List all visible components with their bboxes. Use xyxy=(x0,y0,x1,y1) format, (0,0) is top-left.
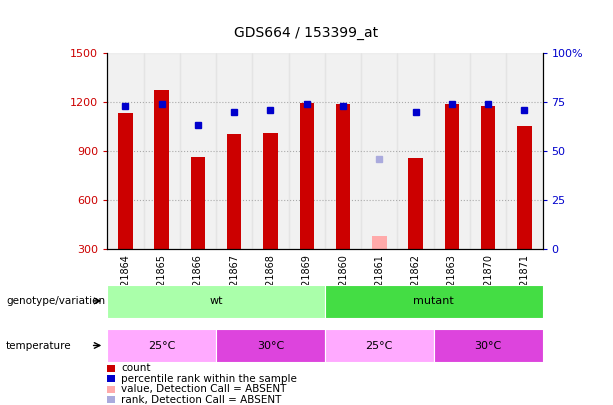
Bar xyxy=(180,53,216,249)
Bar xyxy=(336,104,350,249)
Bar xyxy=(118,113,132,249)
Text: GDS664 / 153399_at: GDS664 / 153399_at xyxy=(234,26,379,40)
Text: temperature: temperature xyxy=(6,341,72,351)
Bar xyxy=(434,53,470,249)
Text: mutant: mutant xyxy=(413,296,454,306)
Bar xyxy=(253,53,289,249)
Bar xyxy=(372,236,387,249)
Bar xyxy=(300,102,314,249)
Text: 30°C: 30°C xyxy=(257,341,284,351)
Text: percentile rank within the sample: percentile rank within the sample xyxy=(121,374,297,384)
Bar xyxy=(470,53,506,249)
Bar xyxy=(408,158,423,249)
Text: genotype/variation: genotype/variation xyxy=(6,296,105,306)
Bar xyxy=(216,53,253,249)
Bar xyxy=(263,133,278,249)
Bar xyxy=(361,53,397,249)
Text: value, Detection Call = ABSENT: value, Detection Call = ABSENT xyxy=(121,384,287,394)
Bar xyxy=(397,53,433,249)
Text: wt: wt xyxy=(209,296,223,306)
Text: 30°C: 30°C xyxy=(474,341,501,351)
Bar xyxy=(154,90,169,249)
Bar xyxy=(191,157,205,249)
Bar xyxy=(227,134,242,249)
Bar xyxy=(517,126,531,249)
Bar xyxy=(481,106,495,249)
Text: count: count xyxy=(121,363,151,373)
Bar xyxy=(325,53,361,249)
Text: rank, Detection Call = ABSENT: rank, Detection Call = ABSENT xyxy=(121,395,282,405)
Bar xyxy=(444,104,459,249)
Bar xyxy=(143,53,180,249)
Bar xyxy=(289,53,325,249)
Bar xyxy=(107,53,143,249)
Bar xyxy=(506,53,543,249)
Text: 25°C: 25°C xyxy=(148,341,175,351)
Text: 25°C: 25°C xyxy=(365,341,393,351)
